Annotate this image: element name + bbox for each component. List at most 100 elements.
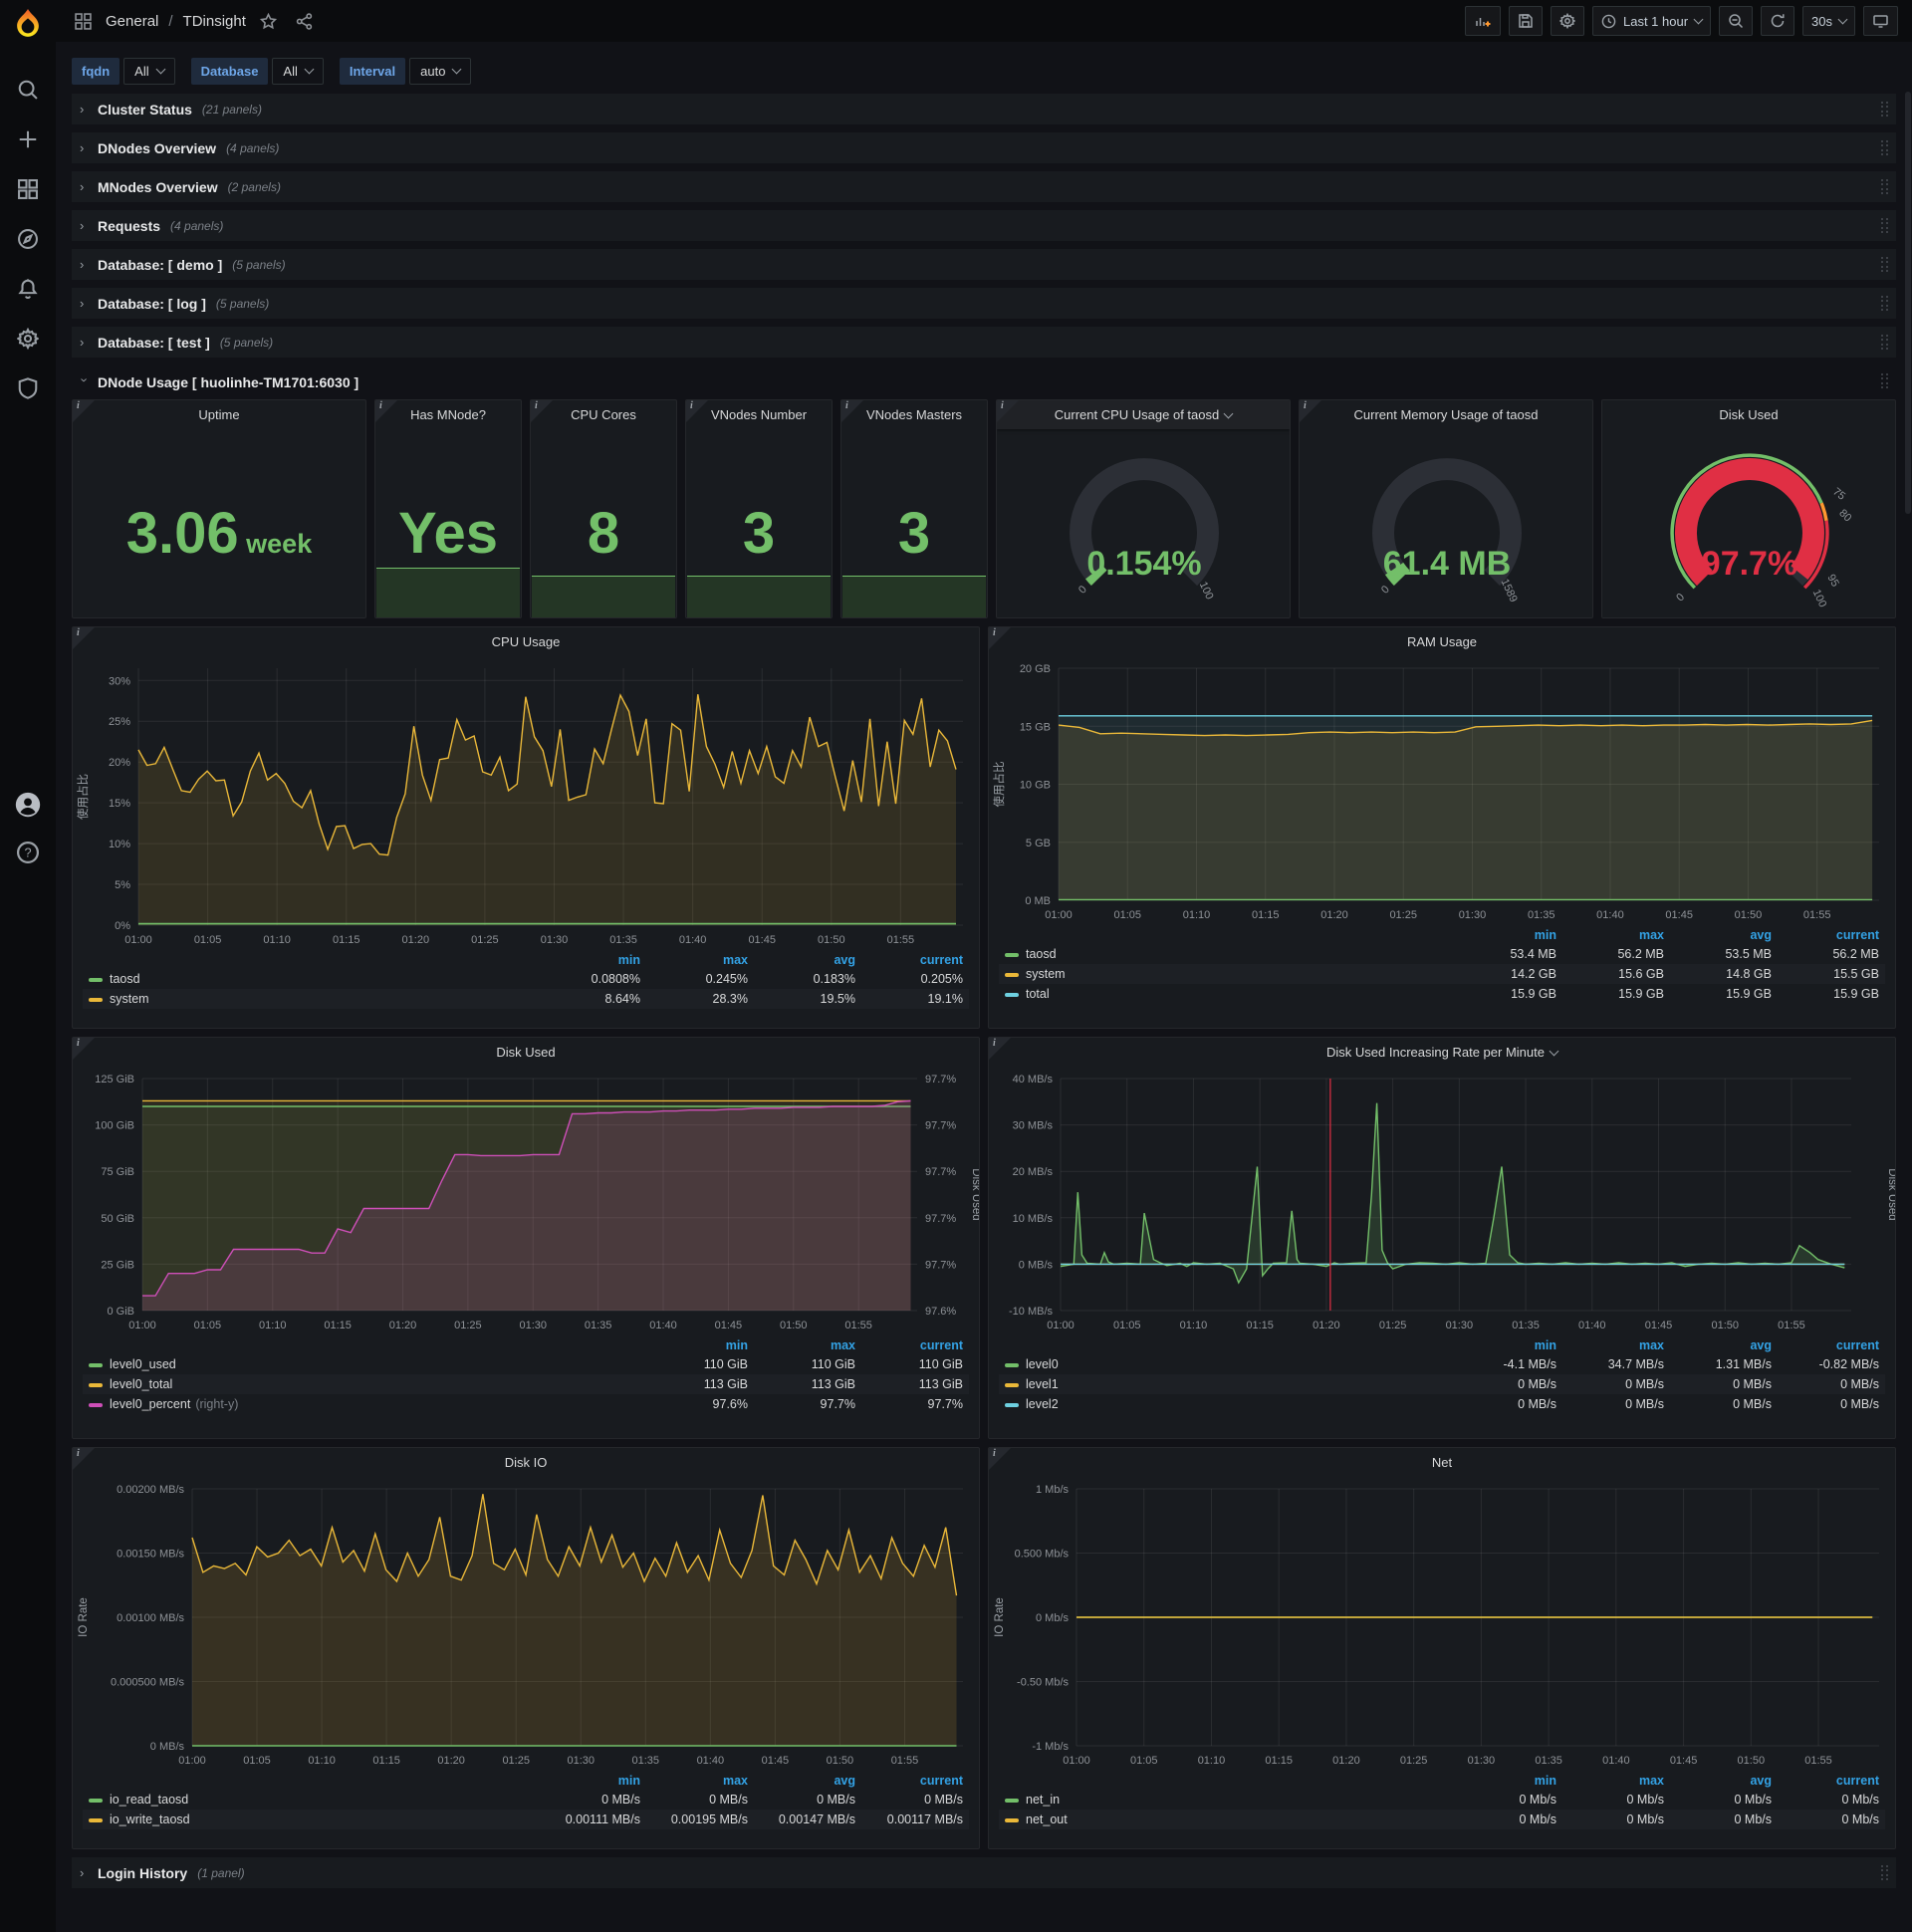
legend-series-taosd[interactable]: taosd <box>83 969 539 989</box>
sidebar-alerting-icon[interactable] <box>10 271 46 307</box>
panel-info-icon[interactable]: i <box>841 400 863 422</box>
panel-title[interactable]: Current Memory Usage of taosd <box>1353 407 1539 422</box>
row-database-demo[interactable]: › Database: [ demo ] (5 panels) <box>72 249 1896 280</box>
row-cluster-status[interactable]: › Cluster Status (21 panels) <box>72 94 1896 124</box>
panel-title[interactable]: Disk Used <box>1719 407 1779 422</box>
series-color-swatch[interactable] <box>1005 1798 1019 1803</box>
series-color-swatch[interactable] <box>89 1402 103 1407</box>
panel-title[interactable]: VNodes Number <box>710 407 808 422</box>
panel-info-icon[interactable]: i <box>989 1448 1011 1470</box>
sidebar-explore-icon[interactable] <box>10 221 46 257</box>
dashboard-grid-icon[interactable] <box>70 8 96 34</box>
save-dashboard-button[interactable] <box>1508 6 1543 36</box>
panel-title[interactable]: VNodes Masters <box>865 407 963 422</box>
legend-sort-min[interactable]: min <box>617 1774 640 1788</box>
series-color-swatch[interactable] <box>89 1382 103 1387</box>
panel-info-icon[interactable]: i <box>989 1038 1011 1060</box>
share-icon[interactable] <box>292 8 318 34</box>
row-login-history[interactable]: › Login History (1 panel) <box>72 1857 1896 1888</box>
variable-value-fqdn[interactable]: All <box>123 57 175 85</box>
variable-label-Interval[interactable]: Interval <box>339 57 406 85</box>
star-icon[interactable] <box>256 8 282 34</box>
legend-series-system[interactable]: system <box>999 964 1455 984</box>
breadcrumb-folder[interactable]: General <box>106 12 159 30</box>
variable-label-Database[interactable]: Database <box>190 57 269 85</box>
row-drag-handle[interactable] <box>1881 335 1890 351</box>
panel-title[interactable]: CPU Cores <box>571 407 636 422</box>
panel-title[interactable]: Disk IO <box>504 1455 548 1470</box>
row-drag-handle[interactable] <box>1881 218 1890 234</box>
legend-sort-current[interactable]: current <box>1835 928 1879 942</box>
legend-sort-max[interactable]: max <box>722 953 748 967</box>
panel-info-icon[interactable]: i <box>73 1038 95 1060</box>
panel-title[interactable]: CPU Usage <box>491 634 561 649</box>
variable-value-Database[interactable]: All <box>272 57 324 85</box>
series-color-swatch[interactable] <box>89 977 103 982</box>
row-dnodes-overview[interactable]: › DNodes Overview (4 panels) <box>72 132 1896 163</box>
row-drag-handle[interactable] <box>1881 140 1890 156</box>
legend-sort-avg[interactable]: avg <box>834 953 855 967</box>
series-color-swatch[interactable] <box>1005 1382 1019 1387</box>
panel-info-icon[interactable]: i <box>1300 400 1321 422</box>
legend-sort-avg[interactable]: avg <box>1750 1338 1772 1352</box>
legend-series-total[interactable]: total <box>999 984 1455 1004</box>
legend-series-level1[interactable]: level1 <box>999 1374 1455 1394</box>
legend-sort-current[interactable]: current <box>1835 1774 1879 1788</box>
series-color-swatch[interactable] <box>89 1817 103 1822</box>
legend-series-system[interactable]: system <box>83 989 539 1009</box>
series-color-swatch[interactable] <box>89 1362 103 1367</box>
refresh-button[interactable] <box>1761 6 1795 36</box>
series-color-swatch[interactable] <box>1005 972 1019 977</box>
legend-sort-avg[interactable]: avg <box>1750 1774 1772 1788</box>
time-range-picker[interactable]: Last 1 hour <box>1591 6 1712 36</box>
row-dnode-usage[interactable]: › DNode Usage [ huolinhe-TM1701:6030 ] <box>72 365 1896 399</box>
panel-title[interactable]: Uptime <box>198 407 240 422</box>
legend-series-level2[interactable]: level2 <box>999 1394 1455 1414</box>
sidebar-dashboards-icon[interactable] <box>10 171 46 207</box>
legend-sort-max[interactable]: max <box>1638 1774 1664 1788</box>
legend-sort-max[interactable]: max <box>1638 928 1664 942</box>
panel-info-icon[interactable]: i <box>375 400 397 422</box>
legend-series-net_out[interactable]: net_out <box>999 1810 1455 1829</box>
legend-sort-min[interactable]: min <box>1534 1338 1556 1352</box>
row-drag-handle[interactable] <box>1881 1865 1890 1881</box>
legend-series-net_in[interactable]: net_in <box>999 1790 1455 1810</box>
cycle-view-mode-button[interactable] <box>1863 6 1898 36</box>
legend-series-level0_percent[interactable]: level0_percent (right-y) <box>83 1394 646 1414</box>
series-color-swatch[interactable] <box>1005 992 1019 997</box>
user-avatar[interactable] <box>10 787 46 823</box>
row-drag-handle[interactable] <box>1881 373 1890 389</box>
legend-series-level0_used[interactable]: level0_used <box>83 1354 646 1374</box>
series-color-swatch[interactable] <box>1005 1817 1019 1822</box>
panel-title[interactable]: Current CPU Usage of taosd <box>997 400 1290 429</box>
chart-plot[interactable]: 0 GiB 25 GiB 50 GiB 75 GiB 100 GiB 125 GiB 97.… <box>73 1067 980 1336</box>
sidebar-plus-icon[interactable] <box>10 121 46 157</box>
legend-series-io_write_taosd[interactable]: io_write_taosd <box>83 1810 539 1829</box>
row-database-test[interactable]: › Database: [ test ] (5 panels) <box>72 327 1896 358</box>
chart-plot[interactable]: -10 MB/s 0 MB/s 10 MB/s 20 MB/s 30 MB/s 40 MB… <box>989 1067 1896 1336</box>
panel-title[interactable]: Disk Used Increasing Rate per Minute <box>989 1038 1895 1067</box>
row-drag-handle[interactable] <box>1881 179 1890 195</box>
row-drag-handle[interactable] <box>1881 257 1890 273</box>
panel-title[interactable]: Disk Used <box>496 1045 556 1060</box>
series-color-swatch[interactable] <box>1005 952 1019 957</box>
add-panel-button[interactable] <box>1464 6 1501 36</box>
legend-sort-max[interactable]: max <box>1638 1338 1664 1352</box>
series-color-swatch[interactable] <box>89 997 103 1002</box>
legend-sort-min[interactable]: min <box>1534 928 1556 942</box>
legend-sort-avg[interactable]: avg <box>834 1774 855 1788</box>
row-mnodes-overview[interactable]: › MNodes Overview (2 panels) <box>72 171 1896 202</box>
legend-series-taosd[interactable]: taosd <box>999 944 1455 964</box>
panel-info-icon[interactable]: i <box>73 400 95 422</box>
series-color-swatch[interactable] <box>1005 1402 1019 1407</box>
legend-series-level0[interactable]: level0 <box>999 1354 1455 1374</box>
row-drag-handle[interactable] <box>1881 102 1890 118</box>
panel-title[interactable]: RAM Usage <box>1406 634 1478 649</box>
zoom-out-time-button[interactable] <box>1719 6 1754 36</box>
legend-series-io_read_taosd[interactable]: io_read_taosd <box>83 1790 539 1810</box>
chart-plot[interactable]: 0% 5% 10% 15% 20% 25% 30% 01:00 01:05 01:10 01:15 0… <box>73 656 980 951</box>
panel-info-icon[interactable]: i <box>531 400 553 422</box>
legend-sort-max[interactable]: max <box>722 1774 748 1788</box>
grafana-logo[interactable] <box>0 0 56 46</box>
row-requests[interactable]: › Requests (4 panels) <box>72 210 1896 241</box>
